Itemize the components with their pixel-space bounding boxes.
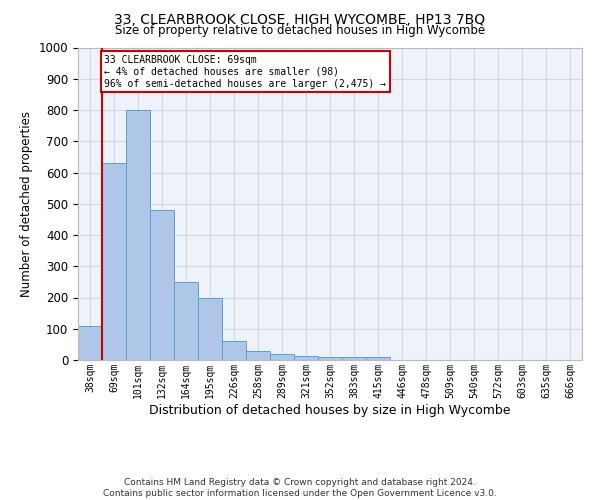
Bar (270, 354, 294, 360)
Text: Size of property relative to detached houses in High Wycombe: Size of property relative to detached ho… (115, 24, 485, 37)
Bar (102, 163, 126, 360)
Bar (174, 282, 198, 360)
Bar (78, 326, 102, 360)
Y-axis label: Number of detached properties: Number of detached properties (20, 111, 33, 296)
Bar (198, 298, 222, 360)
Bar (366, 357, 390, 360)
Bar (126, 110, 150, 360)
Bar (222, 340, 246, 360)
Text: 33, CLEARBROOK CLOSE, HIGH WYCOMBE, HP13 7BQ: 33, CLEARBROOK CLOSE, HIGH WYCOMBE, HP13… (115, 12, 485, 26)
Text: Contains HM Land Registry data © Crown copyright and database right 2024.
Contai: Contains HM Land Registry data © Crown c… (103, 478, 497, 498)
Bar (246, 351, 270, 360)
Bar (294, 356, 318, 360)
Bar (318, 357, 342, 360)
Text: 33 CLEARBROOK CLOSE: 69sqm
← 4% of detached houses are smaller (98)
96% of semi-: 33 CLEARBROOK CLOSE: 69sqm ← 4% of detac… (104, 56, 386, 88)
X-axis label: Distribution of detached houses by size in High Wycombe: Distribution of detached houses by size … (149, 404, 511, 416)
Bar (342, 357, 366, 360)
Bar (150, 210, 174, 360)
